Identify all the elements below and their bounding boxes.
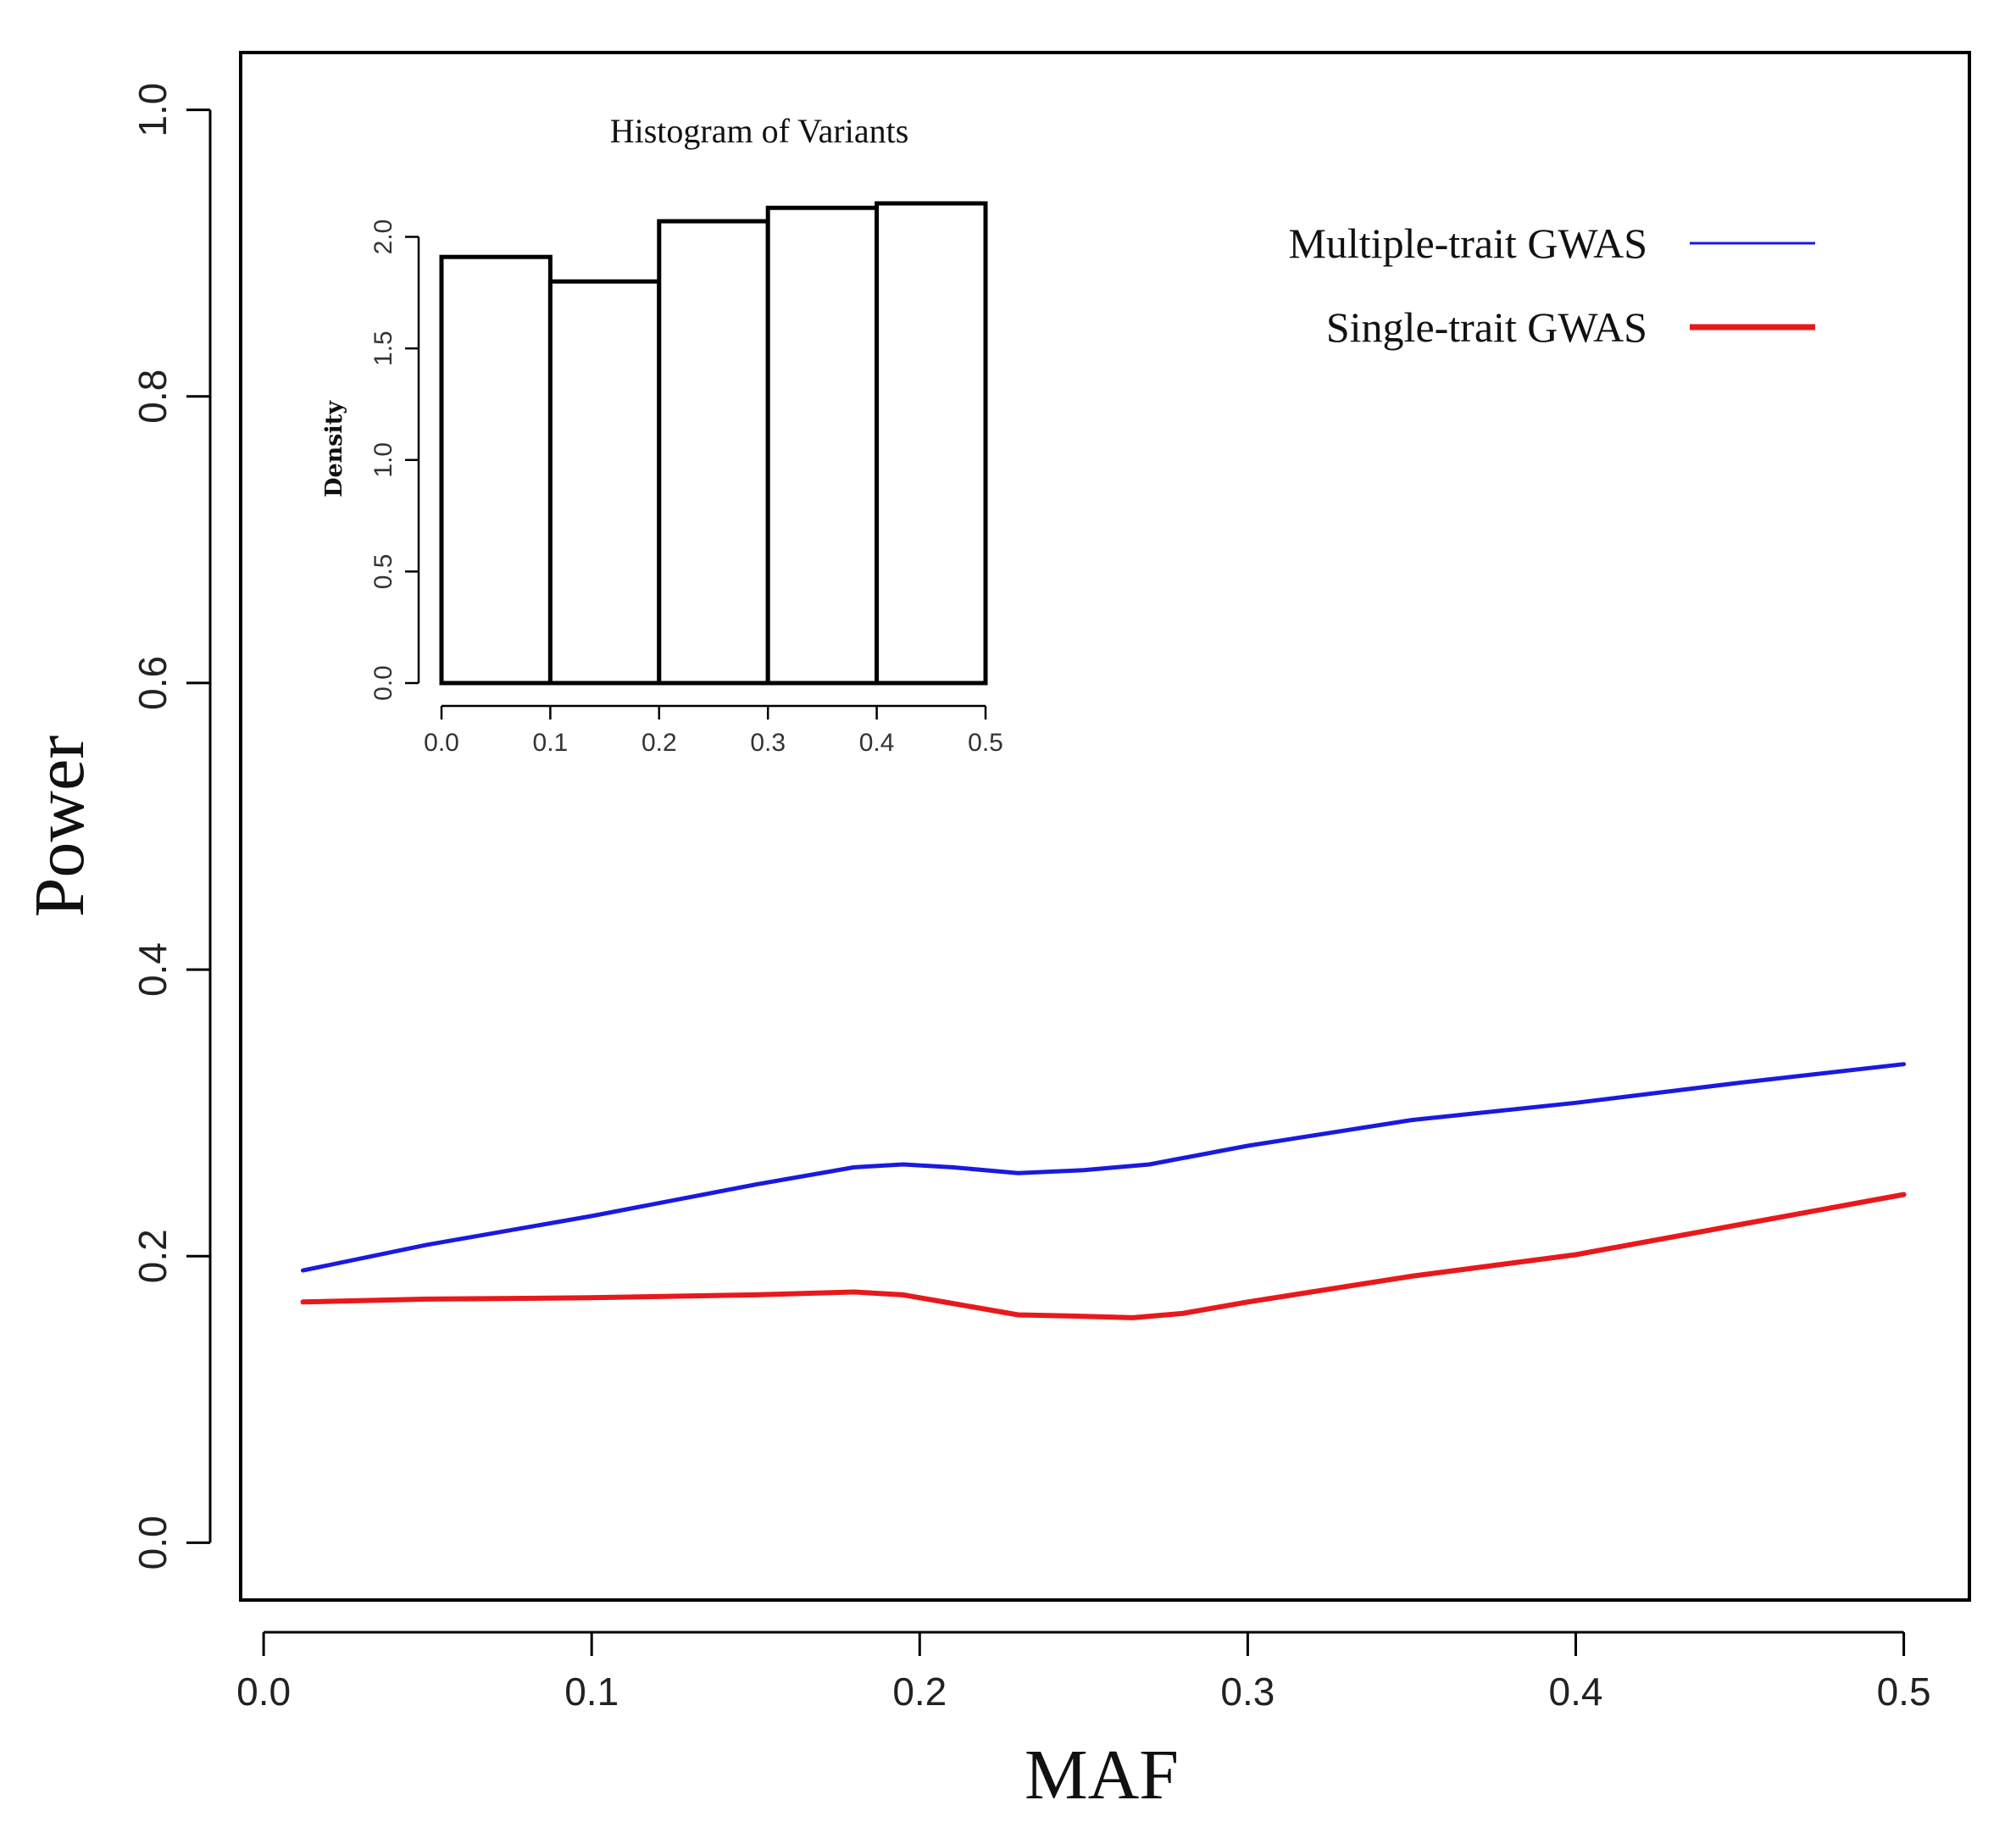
x-tick-label: 0.5 bbox=[1877, 1670, 1931, 1714]
inset-y-axis: 0.0 0.5 1.0 1.5 2.0 bbox=[369, 219, 420, 701]
inset-y-tick-label: 1.5 bbox=[369, 331, 397, 366]
x-tick-label: 0.4 bbox=[1549, 1670, 1603, 1714]
series-layer bbox=[300, 1062, 1907, 1320]
legend: Multiple-trait GWAS Single-trait GWAS bbox=[1288, 219, 1815, 351]
legend-label: Multiple-trait GWAS bbox=[1288, 219, 1647, 267]
x-tick-label: 0.2 bbox=[892, 1670, 947, 1714]
y-tick-label: 1.0 bbox=[131, 83, 175, 137]
histogram-bar bbox=[657, 219, 770, 686]
x-tick-label: 0.3 bbox=[1220, 1670, 1275, 1714]
histogram-bar bbox=[439, 254, 553, 686]
x-axis-title: MAF bbox=[1025, 1736, 1179, 1814]
series-line-single-trait bbox=[300, 1192, 1907, 1320]
y-tick-label: 0.8 bbox=[131, 369, 175, 424]
inset-x-tick-label: 0.0 bbox=[424, 729, 459, 757]
inset-y-tick-label: 0.0 bbox=[369, 665, 397, 701]
inset-x-tick-label: 0.2 bbox=[641, 729, 677, 757]
y-axis: 0.0 0.2 0.4 0.6 0.8 1.0 bbox=[131, 83, 212, 1570]
plot-frame bbox=[239, 51, 1971, 1602]
inset-y-tick-label: 1.0 bbox=[369, 442, 397, 478]
inset-y-tick-label: 0.5 bbox=[369, 554, 397, 590]
inset-bars bbox=[439, 201, 988, 686]
inset-x-tick-label: 0.1 bbox=[533, 729, 569, 757]
inset-x-tick-label: 0.3 bbox=[750, 729, 786, 757]
inset-histogram: Histogram of Variants 0.0 0.5 1.0 1.5 2.0 0.… bbox=[321, 112, 1003, 757]
histogram-bar bbox=[875, 201, 988, 686]
inset-x-tick-label: 0.4 bbox=[859, 729, 895, 757]
inset-x-tick-label: 0.5 bbox=[968, 729, 1003, 757]
inset-y-label: Density bbox=[321, 400, 347, 497]
y-tick-label: 0.0 bbox=[131, 1515, 175, 1570]
x-tick-label: 0.1 bbox=[564, 1670, 619, 1714]
x-axis: 0.0 0.1 0.2 0.3 0.4 0.5 bbox=[236, 1631, 1931, 1714]
inset-y-tick-label: 2.0 bbox=[369, 219, 397, 255]
inset-x-axis: 0.0 0.1 0.2 0.3 0.4 0.5 bbox=[424, 704, 1003, 757]
series-line-multiple-trait bbox=[301, 1062, 1907, 1273]
histogram-bar bbox=[547, 279, 662, 686]
legend-label: Single-trait GWAS bbox=[1326, 303, 1647, 351]
y-tick-label: 0.6 bbox=[131, 656, 175, 710]
y-tick-label: 0.2 bbox=[131, 1229, 175, 1283]
histogram-bar bbox=[765, 205, 880, 686]
y-tick-label: 0.4 bbox=[131, 942, 175, 997]
inset-title: Histogram of Variants bbox=[610, 112, 909, 150]
y-axis-title: Power bbox=[20, 736, 99, 918]
x-tick-label: 0.0 bbox=[236, 1670, 291, 1714]
